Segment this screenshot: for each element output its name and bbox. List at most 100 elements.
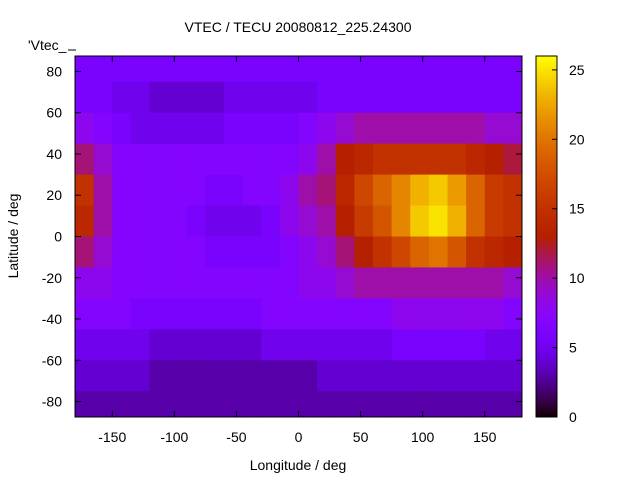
colorbar-segment [536, 80, 557, 84]
heatmap-cell [317, 267, 337, 299]
heatmap-cell [130, 81, 150, 114]
heatmap-cell [149, 329, 169, 361]
colorbar-ticks: 0 5 10 15 20 25 [552, 62, 585, 425]
colorbar-segment [536, 152, 557, 156]
heatmap-cell [447, 329, 467, 361]
heatmap-cell [224, 56, 244, 83]
heatmap-cell [298, 298, 318, 330]
heatmap-cell [186, 360, 206, 392]
heatmap-cell [149, 56, 169, 83]
heatmap-cell [410, 360, 430, 392]
colorbar-segment [536, 356, 557, 361]
colorbar-segment [536, 68, 557, 72]
heatmap-cell [149, 112, 169, 145]
colorbar-segment [536, 278, 557, 283]
heatmap-cell [261, 81, 281, 114]
colorbar-segment [536, 119, 557, 123]
colorbar-tick-label: 5 [569, 340, 577, 356]
heatmap-cell [447, 267, 467, 299]
colorbar-segment [536, 209, 557, 213]
colorbar-segment [536, 113, 557, 117]
heatmap-cell [373, 143, 393, 176]
colorbar-segment [536, 194, 557, 198]
heatmap-cell [242, 112, 262, 145]
colorbar-segment [536, 77, 557, 81]
heatmap-cell [373, 112, 393, 145]
heatmap-cell [447, 143, 467, 176]
heatmap-cell [484, 360, 504, 392]
heatmap-cell [484, 81, 504, 114]
heatmap-cell [279, 329, 299, 361]
heatmap-cell [224, 81, 244, 114]
heatmap-cell [242, 329, 262, 361]
heatmap-cell [354, 112, 374, 145]
heatmap-cell [373, 298, 393, 330]
heatmap-cell [130, 112, 150, 145]
heatmap-cell [335, 174, 355, 207]
heatmap-cell [466, 205, 486, 237]
colorbar-segment [536, 224, 557, 228]
heatmap-cell [428, 391, 448, 417]
x-tick-label: -100 [160, 429, 188, 445]
heatmap-cell [112, 205, 132, 237]
heatmap-cell [447, 174, 467, 207]
heatmap-cell [410, 143, 430, 176]
heatmap-cell [112, 143, 132, 176]
colorbar-segment [536, 248, 557, 253]
heatmap-cell [261, 360, 281, 392]
heatmap-cell [447, 236, 467, 268]
heatmap-cell [503, 174, 522, 207]
colorbar-segment [536, 185, 557, 189]
heatmap-cell [93, 56, 113, 83]
colorbar-segment [536, 158, 557, 162]
heatmap-cell [186, 174, 206, 207]
heatmap-cell [224, 205, 244, 237]
colorbar-segment [536, 257, 557, 262]
colorbar-segment [536, 110, 557, 114]
colorbar-segment [536, 323, 557, 328]
colorbar-segment [536, 368, 557, 373]
heatmap-cell [410, 391, 430, 417]
heatmap-cell [205, 205, 225, 237]
heatmap-cell [112, 56, 132, 83]
heatmap-cell [205, 56, 225, 83]
colorbar-segment [536, 122, 557, 126]
heatmap-cell [75, 56, 95, 83]
heatmap-cell [242, 56, 262, 83]
colorbar-segment [536, 362, 557, 367]
colorbar-segment [536, 203, 557, 207]
heatmap-cell [298, 205, 318, 237]
heatmap-cell [298, 329, 318, 361]
heatmap-cell [503, 205, 522, 237]
colorbar-segment [536, 161, 557, 165]
heatmap-cell [484, 391, 504, 417]
colorbar-segment [536, 347, 557, 352]
heatmap-cell [354, 174, 374, 207]
heatmap-cell [186, 143, 206, 176]
heatmap-cell [298, 391, 318, 417]
y-tick-label: 0 [54, 229, 62, 245]
heatmap-cell [447, 298, 467, 330]
colorbar-segment [536, 332, 557, 337]
colorbar-segment [536, 218, 557, 222]
heatmap-cell [503, 56, 522, 83]
heatmap-cell [428, 56, 448, 83]
heatmap-cell [447, 81, 467, 114]
heatmap-cell [410, 56, 430, 83]
colorbar-segment [536, 107, 557, 111]
heatmap-cell [130, 205, 150, 237]
heatmap-cell [130, 56, 150, 83]
colorbar-segment [536, 74, 557, 78]
heatmap-cell [186, 391, 206, 417]
heatmap-cell [149, 298, 169, 330]
heatmap-cell [279, 112, 299, 145]
heatmap-cell [503, 236, 522, 268]
heatmap-cell [503, 267, 522, 299]
colorbar-segment [536, 344, 557, 349]
heatmap-cell [298, 143, 318, 176]
heatmap-cell [484, 143, 504, 176]
colorbar-segment [536, 188, 557, 192]
heatmap-cell [373, 174, 393, 207]
colorbar-segment [536, 245, 557, 250]
colorbar-segment [536, 140, 557, 144]
